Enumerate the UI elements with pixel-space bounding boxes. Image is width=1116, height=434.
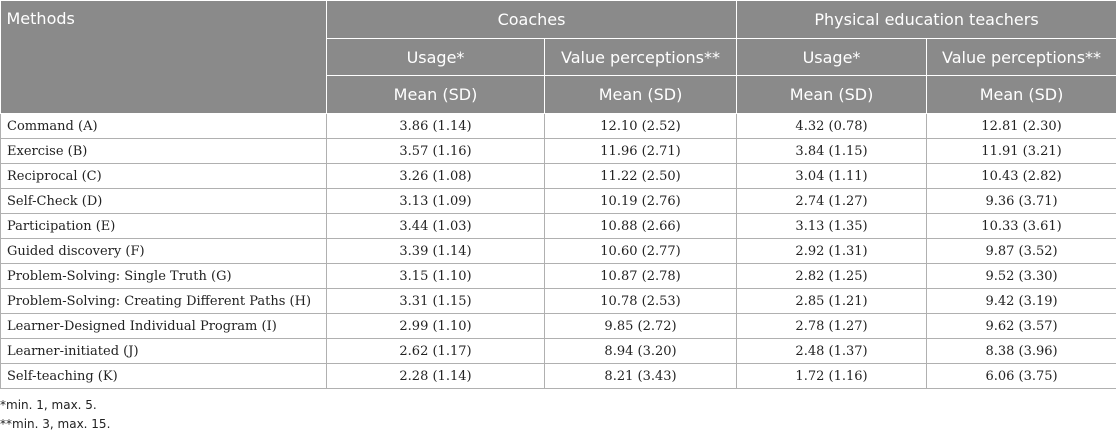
table-cell: 3.13 (1.09) <box>327 189 545 214</box>
table-cell: 12.10 (2.52) <box>545 114 737 139</box>
group-header-coaches: Coaches <box>327 1 737 39</box>
method-name: Exercise (B) <box>1 139 327 164</box>
table-cell: 3.15 (1.10) <box>327 264 545 289</box>
table-cell: 12.81 (2.30) <box>927 114 1116 139</box>
table-cell: 2.99 (1.10) <box>327 314 545 339</box>
table-cell: 3.44 (1.03) <box>327 214 545 239</box>
table-cell: 10.19 (2.76) <box>545 189 737 214</box>
table-cell: 10.60 (2.77) <box>545 239 737 264</box>
header-row-groups: Methods Coaches Physical education teach… <box>1 1 1116 39</box>
table-row: Learner-Designed Individual Program (I) … <box>1 314 1116 339</box>
results-table: Methods Coaches Physical education teach… <box>0 0 1116 389</box>
subheader-coaches-usage: Usage* <box>327 39 545 76</box>
table-cell: 2.78 (1.27) <box>737 314 927 339</box>
method-name: Problem-Solving: Creating Different Path… <box>1 289 327 314</box>
table-cell: 10.88 (2.66) <box>545 214 737 239</box>
table-row: Learner-initiated (J) 2.62 (1.17) 8.94 (… <box>1 339 1116 364</box>
measure-header: Mean (SD) <box>737 76 927 114</box>
measure-header: Mean (SD) <box>927 76 1116 114</box>
table-cell: 2.62 (1.17) <box>327 339 545 364</box>
table-row: Self-teaching (K) 2.28 (1.14) 8.21 (3.43… <box>1 364 1116 389</box>
method-name: Learner-Designed Individual Program (I) <box>1 314 327 339</box>
table-cell: 3.57 (1.16) <box>327 139 545 164</box>
table-cell: 8.38 (3.96) <box>927 339 1116 364</box>
table-cell: 3.31 (1.15) <box>327 289 545 314</box>
table-cell: 9.87 (3.52) <box>927 239 1116 264</box>
table-cell: 3.39 (1.14) <box>327 239 545 264</box>
table-cell: 11.22 (2.50) <box>545 164 737 189</box>
table-cell: 8.21 (3.43) <box>545 364 737 389</box>
table-cell: 11.96 (2.71) <box>545 139 737 164</box>
table-cell: 11.91 (3.21) <box>927 139 1116 164</box>
table-cell: 10.43 (2.82) <box>927 164 1116 189</box>
method-name: Problem-Solving: Single Truth (G) <box>1 264 327 289</box>
table-header: Methods Coaches Physical education teach… <box>1 1 1116 114</box>
method-name: Self-Check (D) <box>1 189 327 214</box>
table-cell: 2.74 (1.27) <box>737 189 927 214</box>
subheader-coaches-value: Value perceptions** <box>545 39 737 76</box>
table-cell: 9.52 (3.30) <box>927 264 1116 289</box>
footnotes: *min. 1, max. 5. **min. 3, max. 15. <box>0 396 110 434</box>
table-row: Problem-Solving: Creating Different Path… <box>1 289 1116 314</box>
table-cell: 3.84 (1.15) <box>737 139 927 164</box>
table-cell: 3.86 (1.14) <box>327 114 545 139</box>
measure-header: Mean (SD) <box>545 76 737 114</box>
method-name: Self-teaching (K) <box>1 364 327 389</box>
table-cell: 8.94 (3.20) <box>545 339 737 364</box>
method-name: Learner-initiated (J) <box>1 339 327 364</box>
table-cell: 2.92 (1.31) <box>737 239 927 264</box>
method-name: Guided discovery (F) <box>1 239 327 264</box>
table-cell: 2.82 (1.25) <box>737 264 927 289</box>
method-name: Command (A) <box>1 114 327 139</box>
table-cell: 10.78 (2.53) <box>545 289 737 314</box>
subheader-pe-usage: Usage* <box>737 39 927 76</box>
table-cell: 3.26 (1.08) <box>327 164 545 189</box>
table-cell: 4.32 (0.78) <box>737 114 927 139</box>
footnote-usage-range: *min. 1, max. 5. <box>0 396 110 415</box>
table-row: Reciprocal (C) 3.26 (1.08) 11.22 (2.50) … <box>1 164 1116 189</box>
footnote-value-range: **min. 3, max. 15. <box>0 415 110 434</box>
table-body: Command (A) 3.86 (1.14) 12.10 (2.52) 4.3… <box>1 114 1116 389</box>
table-row: Guided discovery (F) 3.39 (1.14) 10.60 (… <box>1 239 1116 264</box>
table-cell: 6.06 (3.75) <box>927 364 1116 389</box>
table-cell: 2.28 (1.14) <box>327 364 545 389</box>
table-cell: 3.13 (1.35) <box>737 214 927 239</box>
table-cell: 10.87 (2.78) <box>545 264 737 289</box>
table-cell: 9.85 (2.72) <box>545 314 737 339</box>
table-cell: 9.36 (3.71) <box>927 189 1116 214</box>
group-header-pe-teachers: Physical education teachers <box>737 1 1116 39</box>
subheader-pe-value: Value perceptions** <box>927 39 1116 76</box>
method-name: Participation (E) <box>1 214 327 239</box>
table-row: Problem-Solving: Single Truth (G) 3.15 (… <box>1 264 1116 289</box>
methods-header: Methods <box>1 1 327 114</box>
table-cell: 1.72 (1.16) <box>737 364 927 389</box>
table-row: Participation (E) 3.44 (1.03) 10.88 (2.6… <box>1 214 1116 239</box>
table-cell: 2.48 (1.37) <box>737 339 927 364</box>
table-row: Command (A) 3.86 (1.14) 12.10 (2.52) 4.3… <box>1 114 1116 139</box>
table-cell: 9.42 (3.19) <box>927 289 1116 314</box>
measure-header: Mean (SD) <box>327 76 545 114</box>
table-row: Exercise (B) 3.57 (1.16) 11.96 (2.71) 3.… <box>1 139 1116 164</box>
table-cell: 3.04 (1.11) <box>737 164 927 189</box>
table-row: Self-Check (D) 3.13 (1.09) 10.19 (2.76) … <box>1 189 1116 214</box>
method-name: Reciprocal (C) <box>1 164 327 189</box>
table-cell: 9.62 (3.57) <box>927 314 1116 339</box>
table-cell: 2.85 (1.21) <box>737 289 927 314</box>
table-cell: 10.33 (3.61) <box>927 214 1116 239</box>
